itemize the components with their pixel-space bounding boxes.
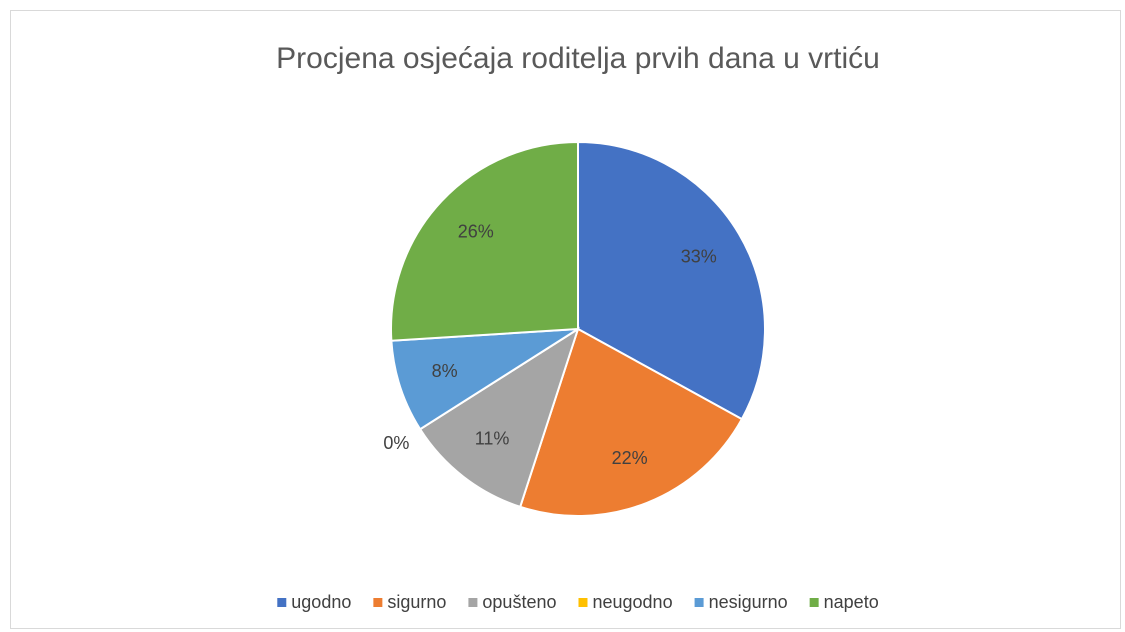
data-label: 33%	[681, 246, 717, 266]
legend-swatch	[578, 598, 588, 607]
legend-label: neugodno	[592, 592, 672, 612]
legend-label: sigurno	[387, 592, 446, 612]
data-label: 0%	[383, 433, 409, 453]
legend: ugodno sigurno opušteno neugodno nesigurno na…	[277, 592, 879, 612]
data-label: 22%	[612, 448, 648, 468]
legend-label: ugodno	[291, 592, 351, 612]
data-label: 8%	[432, 361, 458, 381]
chart-title: Procjena osjećaja roditelja prvih dana u…	[276, 42, 880, 75]
legend-swatch	[373, 598, 383, 607]
legend-label: opušteno	[482, 592, 556, 612]
data-label: 11%	[475, 429, 510, 449]
legend-label: napeto	[824, 592, 879, 612]
legend-label: nesigurno	[709, 592, 788, 612]
pie-slice	[577, 140, 766, 421]
legend-swatch	[809, 598, 819, 607]
pie-slice	[518, 327, 744, 517]
data-label: 26%	[458, 222, 494, 242]
pie-slice	[390, 140, 579, 342]
pie-slice	[418, 326, 580, 509]
legend-swatch	[468, 598, 478, 607]
legend-swatch	[694, 598, 704, 607]
pie-slice	[390, 328, 579, 431]
legend-swatch	[277, 598, 287, 607]
